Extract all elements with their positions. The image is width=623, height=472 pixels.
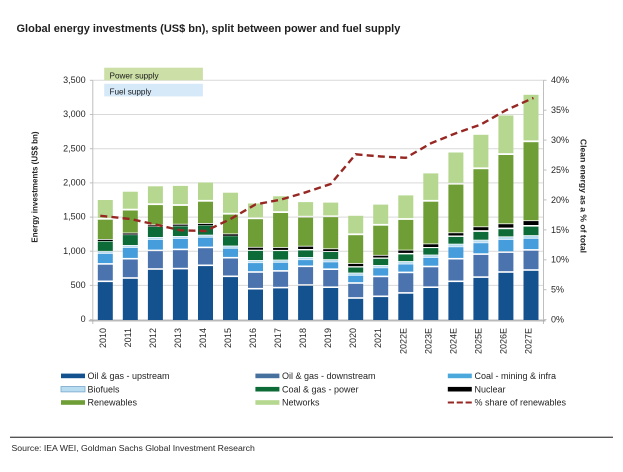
svg-text:2012: 2012 bbox=[148, 328, 158, 348]
svg-text:Power supply: Power supply bbox=[110, 72, 160, 81]
svg-text:Coal & gas - power: Coal & gas - power bbox=[282, 384, 359, 394]
svg-text:2018: 2018 bbox=[298, 328, 308, 348]
svg-text:5%: 5% bbox=[551, 285, 564, 295]
svg-text:2023E: 2023E bbox=[423, 328, 433, 354]
svg-text:2,000: 2,000 bbox=[63, 178, 86, 188]
svg-text:Oil & gas - upstream: Oil & gas - upstream bbox=[88, 371, 170, 381]
svg-text:2026E: 2026E bbox=[498, 328, 508, 354]
svg-text:0%: 0% bbox=[551, 315, 564, 325]
svg-text:2010: 2010 bbox=[98, 328, 108, 348]
svg-text:Energy investments (US$ bn): Energy investments (US$ bn) bbox=[30, 131, 39, 242]
svg-text:3,000: 3,000 bbox=[63, 109, 86, 119]
svg-text:Coal - mining & infra: Coal - mining & infra bbox=[475, 371, 557, 381]
svg-text:Nuclear: Nuclear bbox=[475, 384, 506, 394]
svg-text:2016: 2016 bbox=[248, 328, 258, 348]
svg-text:2027E: 2027E bbox=[524, 328, 534, 354]
svg-text:3,500: 3,500 bbox=[63, 75, 86, 85]
svg-text:Renewables: Renewables bbox=[88, 398, 138, 408]
svg-text:2020: 2020 bbox=[348, 328, 358, 348]
svg-text:% share of renewables: % share of renewables bbox=[475, 398, 567, 408]
svg-text:30%: 30% bbox=[551, 135, 569, 145]
svg-text:2021: 2021 bbox=[373, 328, 383, 348]
svg-text:Clean energy as a % of total: Clean energy as a % of total bbox=[579, 139, 589, 253]
svg-text:2011: 2011 bbox=[123, 328, 133, 347]
svg-text:2013: 2013 bbox=[173, 328, 183, 348]
svg-text:500: 500 bbox=[71, 280, 86, 290]
svg-text:2024E: 2024E bbox=[448, 328, 458, 354]
svg-text:1,000: 1,000 bbox=[63, 246, 86, 256]
svg-text:15%: 15% bbox=[551, 225, 569, 235]
svg-text:40%: 40% bbox=[551, 75, 569, 85]
svg-text:2,500: 2,500 bbox=[63, 143, 86, 153]
svg-text:2019: 2019 bbox=[323, 328, 333, 348]
svg-text:2014: 2014 bbox=[198, 328, 208, 348]
svg-text:2025E: 2025E bbox=[473, 328, 483, 354]
svg-text:0: 0 bbox=[81, 314, 86, 324]
svg-text:Networks: Networks bbox=[282, 398, 320, 408]
svg-text:Oil & gas - downstream: Oil & gas - downstream bbox=[282, 371, 376, 381]
svg-text:Fuel supply: Fuel supply bbox=[110, 87, 153, 96]
svg-text:35%: 35% bbox=[551, 105, 569, 115]
svg-text:2022E: 2022E bbox=[398, 328, 408, 354]
svg-text:2017: 2017 bbox=[273, 328, 283, 348]
svg-text:Source: IEA WEI, Goldman Sachs: Source: IEA WEI, Goldman Sachs Global In… bbox=[12, 443, 256, 453]
svg-text:20%: 20% bbox=[551, 195, 569, 205]
svg-text:Global energy investments (US$: Global energy investments (US$ bn), spli… bbox=[17, 23, 402, 35]
svg-text:2015: 2015 bbox=[223, 328, 233, 348]
svg-text:25%: 25% bbox=[551, 165, 569, 175]
svg-text:1,500: 1,500 bbox=[63, 212, 86, 222]
svg-text:10%: 10% bbox=[551, 255, 569, 265]
svg-text:Biofuels: Biofuels bbox=[88, 384, 121, 394]
